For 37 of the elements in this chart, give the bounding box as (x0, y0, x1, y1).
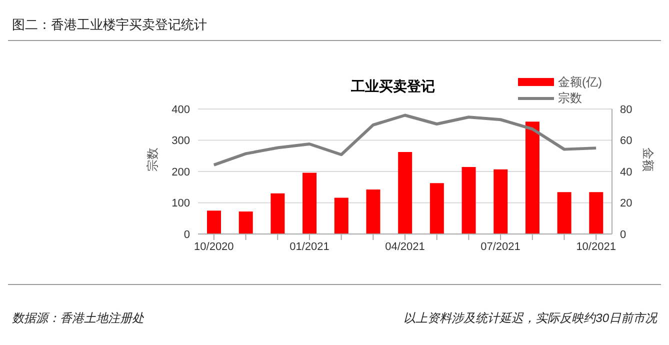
bar (525, 122, 540, 234)
bar (270, 193, 285, 234)
x-tick-label: 04/2021 (385, 240, 425, 253)
legend-label: 宗数 (558, 90, 582, 106)
x-tick-label: 10/2020 (194, 240, 234, 253)
y2-tick-label: 40 (620, 166, 632, 178)
x-tick-label: 10/2021 (576, 240, 616, 253)
y2-tick-label: 80 (620, 104, 632, 116)
bar (302, 172, 317, 234)
bar (589, 192, 604, 234)
bar (494, 169, 508, 234)
y-tick-label: 100 (172, 198, 190, 210)
bar (334, 198, 348, 234)
y-tick-label: 400 (172, 104, 190, 116)
bar (557, 192, 572, 234)
bar (366, 189, 380, 234)
x-tick-label: 01/2021 (290, 240, 330, 253)
y2-axis-title: 金额 (640, 148, 655, 172)
bar (430, 183, 444, 234)
chart-subtitle: 工业买卖登记 (350, 78, 436, 96)
bar (462, 166, 476, 234)
y2-tick-label: 0 (620, 228, 626, 241)
bar (238, 212, 253, 234)
line-series (212, 114, 598, 166)
text: 以上资料涉及统计延迟，实际反映约30日前市况 (404, 310, 657, 327)
legend-label: 金额(亿) (558, 74, 602, 90)
bar (398, 152, 412, 234)
y-tick-label: 300 (172, 135, 190, 148)
y-tick-label: 200 (172, 166, 190, 178)
y2-tick-label: 60 (620, 135, 632, 148)
y-axis-title: 宗数 (145, 148, 160, 172)
x-tick-label: 07/2021 (480, 240, 520, 253)
text: 数据源：香港土地注册处 (12, 310, 144, 327)
y2-tick-label: 20 (620, 198, 632, 210)
bar (207, 210, 221, 234)
chart-title: 图二：香港工业楼宇买卖登记统计 (12, 16, 207, 34)
y-tick-label: 0 (184, 228, 190, 241)
